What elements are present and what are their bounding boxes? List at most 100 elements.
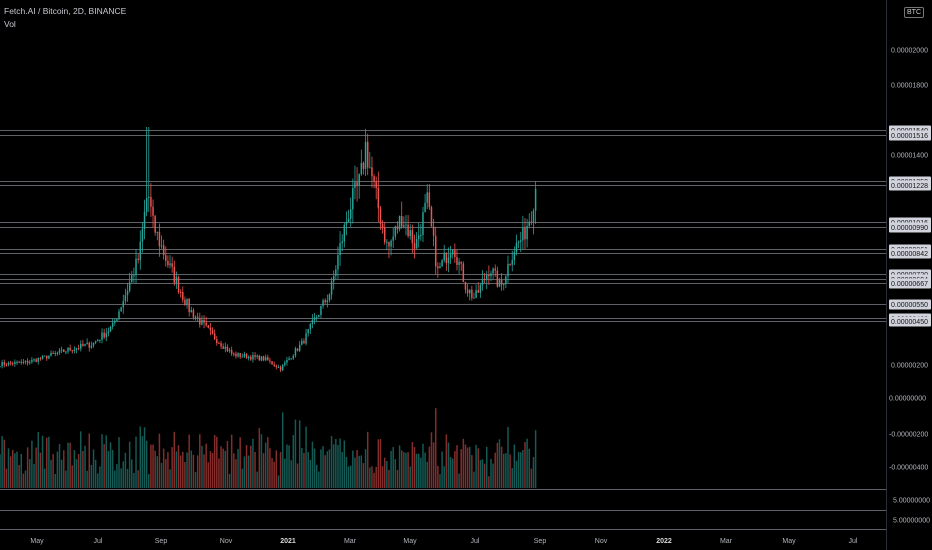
candle-body — [67, 347, 69, 352]
volume-bar — [437, 465, 439, 488]
candle-body — [451, 249, 454, 255]
candle-body — [347, 218, 350, 223]
candle-body — [519, 240, 522, 242]
candle-body — [139, 241, 142, 261]
horizontal-levels[interactable] — [0, 130, 886, 322]
volume-bar — [318, 471, 320, 488]
volume-bar — [160, 462, 163, 488]
volume-bar — [207, 462, 210, 488]
candle-body — [309, 323, 312, 330]
symbol-title[interactable]: Fetch.AI / Bitcoin, 2D, BINANCE — [4, 6, 127, 16]
volume-bar — [58, 444, 61, 488]
candle-body — [362, 162, 365, 169]
candle-body — [515, 242, 518, 253]
candle-body — [354, 182, 356, 188]
candle-body — [528, 221, 530, 226]
volume-bar — [254, 451, 256, 488]
currency-badge[interactable]: BTC — [904, 7, 924, 18]
volume-bar — [324, 455, 326, 488]
candle-body — [318, 314, 320, 317]
volume-bar — [496, 442, 499, 488]
time-tick-label: May — [30, 538, 44, 545]
volume-bar — [264, 442, 267, 488]
volume-bar — [473, 471, 475, 488]
volume-bar — [118, 437, 120, 488]
candle-body — [373, 176, 375, 182]
volume-bar — [54, 473, 57, 488]
candle-body — [92, 342, 95, 346]
candle-body — [511, 260, 513, 265]
volume-bar — [377, 439, 380, 488]
candle-body — [481, 278, 484, 285]
candle-body — [413, 243, 416, 249]
time-axis[interactable]: May Jul Sep Nov 2021 Mar May Jul Sep Nov 2022 Mar Ma… — [30, 538, 858, 545]
volume-bar — [3, 439, 5, 488]
volume-bar — [148, 474, 150, 488]
candle-body — [101, 332, 103, 340]
volume-bar — [122, 461, 125, 488]
candle-body — [443, 252, 445, 261]
volume-bar — [226, 441, 229, 488]
volume-indicator-label[interactable]: Vol — [4, 19, 16, 29]
volume-bar — [135, 436, 137, 488]
candle-body — [524, 227, 526, 240]
volume-bar — [398, 445, 401, 488]
volume-bar — [322, 446, 324, 488]
volume-bar — [169, 469, 171, 488]
volume-bar — [475, 444, 477, 488]
volume-bar — [439, 474, 441, 488]
volume-bar — [190, 450, 193, 488]
volume-bar — [220, 446, 222, 488]
volume-bar — [260, 434, 263, 488]
candle-body — [14, 362, 16, 365]
volume-bar — [364, 449, 367, 488]
volume-bar — [20, 453, 22, 488]
candle-body — [211, 330, 214, 334]
volume-bar — [294, 419, 297, 488]
candle-body — [56, 352, 59, 354]
volume-bar — [335, 439, 337, 488]
level-label: 0.00001228 — [891, 183, 928, 190]
volume-bar — [345, 456, 348, 488]
volume-bar — [103, 444, 105, 488]
candle-body — [339, 243, 341, 256]
candle-body — [71, 350, 74, 352]
candle-body — [128, 282, 131, 291]
volume-bar — [258, 428, 261, 488]
candle-body — [286, 359, 288, 363]
price-axis[interactable]: 0.000015400.000015160.000012500.00001228… — [889, 48, 931, 525]
volume-bar — [128, 441, 131, 488]
time-tick-label: May — [782, 538, 796, 545]
volume-bar — [456, 445, 458, 488]
candle-body — [420, 234, 422, 236]
volume-bar — [396, 469, 399, 488]
volume-bar — [75, 459, 78, 488]
candle-body — [199, 317, 201, 325]
volume-bar — [124, 452, 127, 488]
volume-bar — [275, 450, 278, 488]
volume-bar — [303, 452, 305, 488]
candle-body — [226, 346, 229, 352]
volume-bar — [443, 466, 445, 488]
volume-bar — [328, 449, 331, 488]
candle-body — [133, 275, 135, 277]
candle-body — [9, 362, 12, 364]
level-label-box — [889, 248, 931, 259]
candle-body — [313, 317, 316, 320]
candle-body — [152, 206, 154, 216]
candle-body — [184, 299, 186, 305]
volume-bar — [502, 453, 505, 488]
candle-body — [103, 332, 105, 338]
candle-body — [281, 364, 284, 371]
volume-bar — [167, 452, 169, 488]
volume-bar — [16, 451, 18, 488]
candle-body — [69, 347, 71, 351]
volume-bar — [515, 460, 518, 488]
candle-body — [16, 361, 18, 363]
volume-bar — [309, 459, 312, 488]
candle-body — [381, 224, 384, 228]
volume-bar — [250, 445, 252, 488]
volume-bar — [422, 443, 424, 488]
candle-body — [390, 240, 392, 247]
